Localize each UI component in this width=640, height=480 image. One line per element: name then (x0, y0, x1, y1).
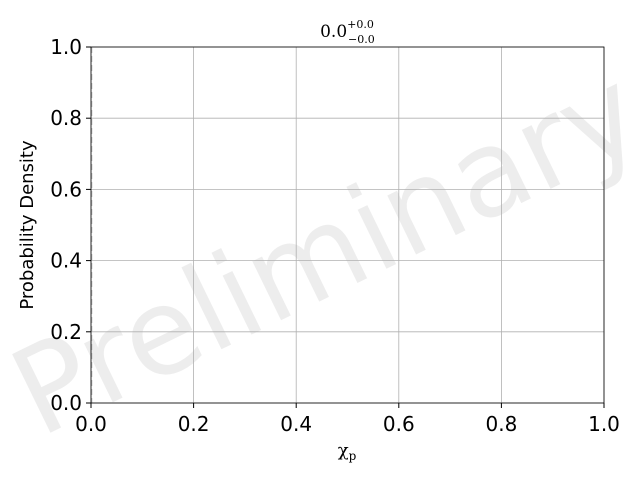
x-axis-label-subscript: p (349, 449, 357, 463)
x-axis-label-symbol: χ (338, 440, 349, 461)
axes-frame (90, 46, 605, 404)
title-lower-error: −0.0 (348, 33, 375, 46)
chart-title: 0.0+0.0 −0.0 (320, 18, 375, 46)
x-tick-label: 1.0 (588, 412, 620, 436)
y-tick-label: 0.6 (50, 177, 82, 201)
title-upper-error: +0.0 (347, 18, 374, 31)
y-tick-label: 0.8 (50, 106, 82, 130)
y-tick-label: 0.2 (50, 320, 82, 344)
y-axis-label: Probability Density (17, 140, 38, 310)
x-tick-label: 0.8 (485, 412, 517, 436)
y-tick-label: 0.0 (50, 391, 82, 415)
y-tick-label: 0.4 (50, 249, 82, 273)
watermark: Preliminary (0, 42, 640, 464)
plot-border (90, 46, 605, 404)
x-tick-label: 0.0 (75, 412, 107, 436)
x-tick-label: 0.6 (383, 412, 415, 436)
title-value: 0.0 (320, 22, 347, 42)
y-axis: 0.0 0.2 0.4 0.6 0.8 1.0 (50, 35, 91, 415)
x-axis: 0.0 0.2 0.4 0.6 0.8 1.0 (75, 403, 620, 436)
x-tick-label: 0.2 (178, 412, 210, 436)
y-tick-label: 1.0 (50, 35, 82, 59)
x-axis-label: χp (338, 440, 357, 463)
x-tick-label: 0.4 (280, 412, 312, 436)
